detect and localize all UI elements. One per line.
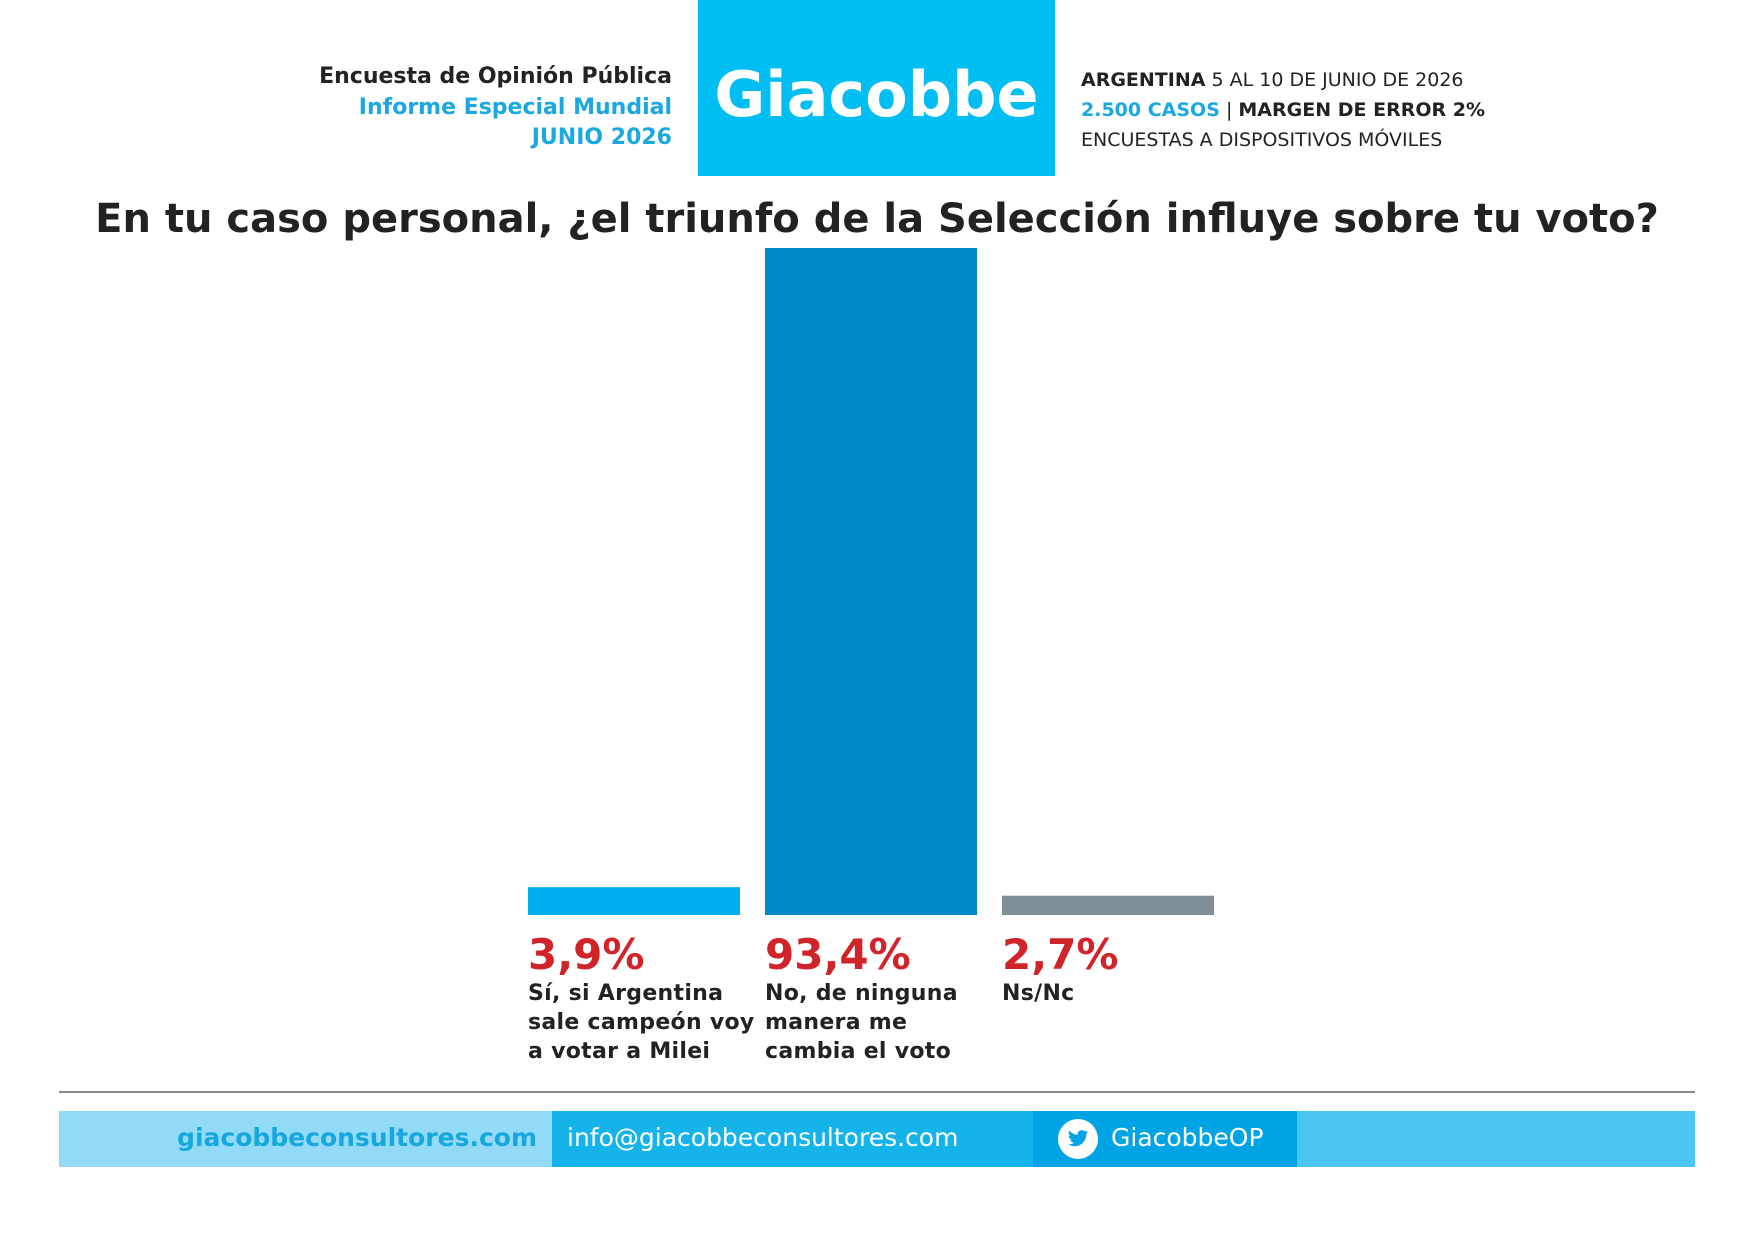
- divider: [59, 1091, 1695, 1093]
- info-line: ARGENTINA 5 AL 10 DE JUNIO DE 2026: [1081, 69, 1464, 91]
- website[interactable]: giacobbeconsultores.com: [177, 1123, 537, 1152]
- value-label: 3,9%: [528, 930, 645, 979]
- info-line: 2.500 CASOS | MARGEN DE ERROR 2%: [1081, 99, 1485, 121]
- category-label: Ns/Nc: [1002, 981, 1075, 1006]
- dates: 5 AL 10 DE JUNIO DE 2026: [1211, 69, 1464, 91]
- category-label: Sí, si Argentina sale campeón voy a vota…: [528, 981, 755, 1064]
- method: ENCUESTAS A DISPOSITIVOS MÓVILES: [1081, 129, 1443, 151]
- email[interactable]: info@giacobbeconsultores.com: [567, 1123, 959, 1152]
- survey-subtitle: Informe Especial Mundial: [358, 95, 672, 120]
- footer-segment: [59, 1111, 552, 1167]
- bar: [765, 248, 977, 915]
- bar: [1002, 895, 1214, 915]
- country: ARGENTINA: [1081, 69, 1206, 91]
- value-label: 93,4%: [765, 930, 911, 979]
- logo-box: Giacobbe: [698, 0, 1055, 176]
- separator: |: [1225, 99, 1233, 121]
- twitter-icon: [1058, 1119, 1098, 1159]
- category-label: No, de ninguna manera me cambia el voto: [765, 981, 958, 1064]
- footer-segment: [552, 1111, 1033, 1167]
- bar: [528, 887, 740, 915]
- margin: MARGEN DE ERROR 2%: [1238, 99, 1485, 121]
- survey-date: JUNIO 2026: [531, 125, 672, 150]
- twitter-handle[interactable]: GiacobbeOP: [1111, 1123, 1264, 1152]
- logo: Giacobbe: [714, 58, 1039, 131]
- footer: giacobbeconsultores.com info@giacobbecon…: [59, 1111, 1695, 1167]
- value-label: 2,7%: [1002, 930, 1119, 979]
- chart-title: En tu caso personal, ¿el triunfo de la S…: [95, 196, 1659, 242]
- cases: 2.500 CASOS: [1081, 99, 1220, 121]
- survey-title: Encuesta de Opinión Pública: [319, 64, 672, 89]
